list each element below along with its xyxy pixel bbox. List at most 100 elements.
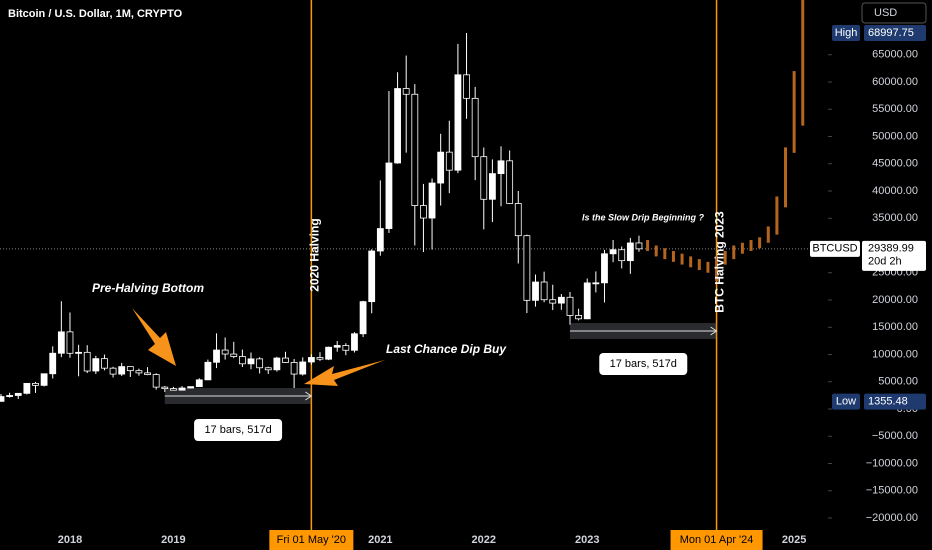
projection-bar [784, 147, 788, 208]
candle-body [626, 242, 634, 262]
projection-bar [732, 245, 736, 260]
candle-body [135, 370, 143, 374]
candle-body [6, 395, 14, 397]
candle-body [230, 353, 238, 357]
y-tick-label: 10000.00 [872, 348, 918, 360]
candle-body [187, 386, 195, 389]
candle-body [618, 249, 626, 262]
projection-bar [723, 250, 727, 265]
x-tick-label: 2019 [161, 534, 185, 546]
candle-body [601, 253, 608, 284]
candle-body [247, 358, 255, 365]
candle-body [351, 333, 358, 351]
candle-body [109, 367, 117, 375]
candle-body [66, 331, 74, 354]
symbol-box [810, 240, 860, 257]
x-tick-label: 2025 [782, 534, 806, 546]
candle-body [394, 88, 401, 164]
range-arrow-head [305, 391, 313, 401]
candle-body [256, 358, 264, 369]
projection-bar [715, 256, 719, 281]
y-tick-label: 60000.00 [872, 76, 918, 88]
current-price-box [862, 240, 926, 271]
candle-body [428, 182, 436, 219]
date-label-box [269, 530, 354, 550]
candle-body [497, 160, 505, 175]
candle-body [609, 249, 617, 255]
candle-body [420, 205, 427, 219]
candle-body [454, 74, 462, 171]
price-tag-box [832, 24, 860, 41]
range-label: 17 bars, 517d [204, 424, 271, 436]
projection-bar [706, 261, 710, 273]
candle-body [23, 382, 31, 394]
price-tag-label: Low [836, 396, 856, 408]
y-tick-label: 65000.00 [872, 49, 918, 61]
candle-body [178, 387, 186, 391]
candle-body [264, 367, 272, 371]
candle-body [463, 74, 470, 99]
candle-body [575, 315, 583, 320]
countdown: 20d 2h [868, 256, 902, 268]
y-tick-label: 55000.00 [872, 103, 918, 115]
annotation: Last Chance Dip Buy [386, 342, 507, 356]
candle-body [101, 358, 108, 369]
projection-bar [766, 226, 770, 243]
projection-bar [689, 256, 693, 268]
date-label-box [670, 530, 763, 550]
candle-body [566, 296, 574, 316]
candle-body [325, 346, 333, 360]
y-tick-label: −10000.00 [866, 457, 918, 469]
candle-body [49, 352, 57, 375]
candle-body [532, 281, 539, 301]
projection-bar [775, 196, 779, 235]
candle-body [161, 386, 169, 390]
y-tick-label: −15000.00 [866, 485, 918, 497]
candle-body [32, 382, 39, 386]
projection-bar [646, 240, 650, 251]
currency[interactable]: USD [874, 7, 897, 19]
candle-body [592, 282, 600, 285]
range-label-box [599, 353, 688, 375]
price-tag-box [864, 24, 926, 41]
candle-body [368, 250, 376, 303]
currency-box[interactable] [861, 2, 927, 24]
projection-bar [697, 259, 701, 271]
candle-body [342, 345, 350, 351]
x-tick-label: 2023 [575, 534, 599, 546]
date-label: Mon 01 Apr '24 [680, 534, 754, 546]
y-tick-label: 35000.00 [872, 212, 918, 224]
x-tick-label: 2022 [472, 534, 496, 546]
projection-bar [663, 248, 667, 260]
candle-body [333, 345, 341, 348]
candle-body [437, 151, 445, 184]
candle-body [273, 357, 281, 371]
candle-body [144, 372, 151, 375]
candle-body [402, 88, 410, 95]
candle-body [83, 351, 91, 372]
candle-body [480, 156, 488, 200]
price-tag-box [832, 393, 860, 410]
y-tick-label: −20000.00 [866, 512, 918, 524]
candle-body [523, 235, 531, 301]
candle-body [385, 162, 393, 229]
y-tick-label: −5000.00 [872, 430, 918, 442]
arrow [132, 308, 176, 366]
candle-body [204, 361, 212, 381]
candle-body [316, 357, 324, 360]
y-tick-label: 20000.00 [872, 294, 918, 306]
current-price: 29389.99 [868, 243, 914, 255]
y-tick-label: 45000.00 [872, 158, 918, 170]
candle-body [238, 356, 246, 365]
price-tag-label: High [835, 27, 858, 39]
projection-bar [749, 240, 753, 251]
x-tick-label: 2021 [368, 534, 392, 546]
projection-bar [680, 253, 684, 265]
projection-bar [758, 237, 762, 249]
candle-body [299, 361, 307, 375]
y-tick-label: 15000.00 [872, 321, 918, 333]
price-tag-value: 68997.75 [868, 27, 914, 39]
candle-body [583, 282, 591, 320]
